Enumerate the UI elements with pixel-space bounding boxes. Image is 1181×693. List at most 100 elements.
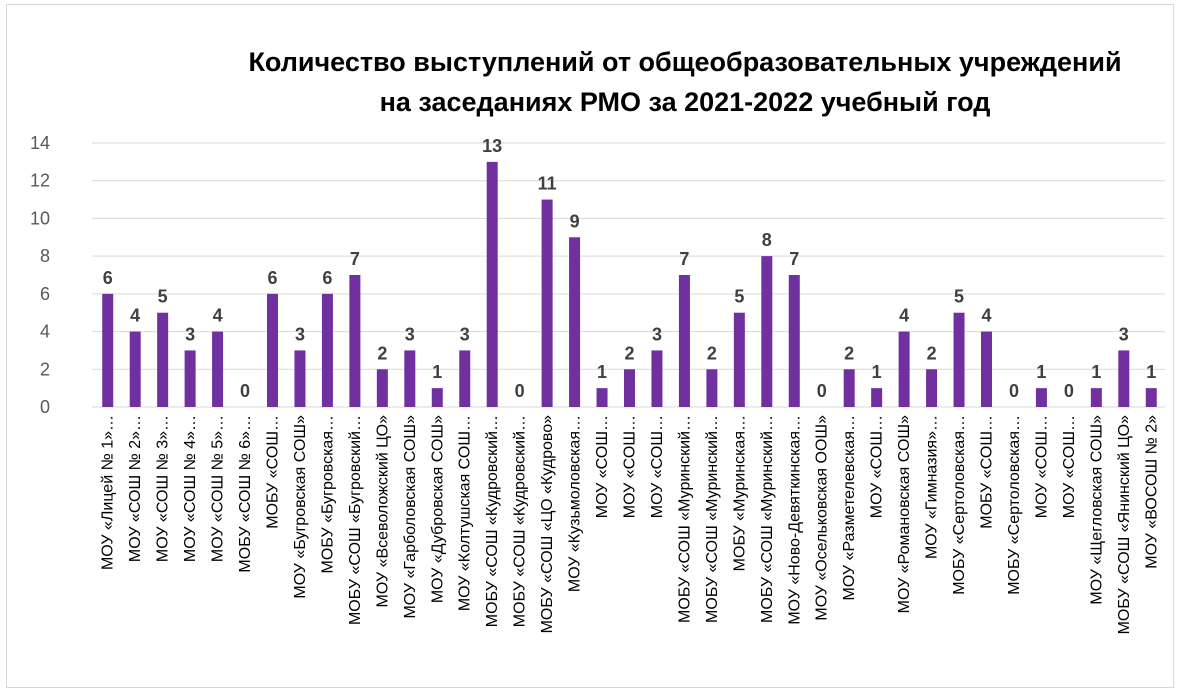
y-axis: 0 2 4 6 8 10 12 14 — [30, 133, 50, 417]
bar — [404, 350, 416, 407]
y-tick-label: 14 — [30, 133, 50, 153]
data-label: 1 — [1146, 362, 1156, 382]
data-label: 2 — [927, 343, 937, 363]
bar — [184, 350, 196, 407]
bar — [102, 293, 114, 407]
bar — [1090, 388, 1102, 407]
data-label: 0 — [817, 381, 827, 401]
bar — [321, 293, 333, 407]
y-tick-label: 2 — [40, 359, 50, 379]
x-tick-label: МОБУ «СОШ… — [265, 415, 282, 529]
bar — [569, 237, 581, 407]
data-label: 0 — [515, 381, 525, 401]
data-label: 1 — [432, 362, 442, 382]
x-tick-label: МОУ «ВОСОШ № 2» — [1143, 415, 1160, 569]
bar — [706, 369, 718, 407]
bars — [102, 161, 1157, 407]
data-label: 7 — [789, 249, 799, 269]
y-tick-label: 6 — [40, 284, 50, 304]
x-tick-label: МОУ «СОШ… — [869, 415, 886, 518]
data-label: 13 — [482, 136, 502, 156]
x-tick-label: МОБУ «СОШ «Муринский… — [704, 415, 721, 623]
data-label: 6 — [267, 268, 277, 288]
data-label: 1 — [1036, 362, 1046, 382]
data-label: 5 — [954, 287, 964, 307]
x-tick-label: МОУ «СОШ… — [1033, 415, 1050, 518]
x-tick-label: МОУ «СОШ… — [649, 415, 666, 518]
bar — [431, 388, 443, 407]
bar — [1118, 350, 1130, 407]
x-tick-label: МОУ «СОШ № 3»… — [155, 415, 172, 562]
bar — [376, 369, 388, 407]
x-tick-label: МОБУ «СОШ «Янинский ЦО» — [1116, 415, 1133, 634]
x-tick-label: МОБУ «СОШ «ЦО «Кудрово» — [539, 415, 556, 633]
data-label: 6 — [322, 268, 332, 288]
x-tick-label: МОУ «СОШ № 2»… — [127, 415, 144, 562]
data-label: 1 — [597, 362, 607, 382]
x-tick-label: МОУ «Бугровская СОШ» — [292, 415, 309, 599]
data-label: 2 — [377, 343, 387, 363]
bar — [953, 312, 965, 407]
data-label: 2 — [624, 343, 634, 363]
data-labels: 6453406367231313011912372587021425401013… — [103, 136, 1157, 401]
bar — [926, 369, 938, 407]
x-tick-label: МОУ «Ново-Девяткинская… — [786, 415, 803, 625]
data-label: 2 — [707, 343, 717, 363]
data-label: 5 — [158, 287, 168, 307]
data-label: 4 — [130, 306, 140, 326]
data-label: 0 — [1009, 381, 1019, 401]
bar — [843, 369, 855, 407]
data-label: 2 — [844, 343, 854, 363]
chart-title-line-1: Количество выступлений от общеобразовате… — [248, 47, 1122, 77]
x-tick-label: МОУ «Романовская СОШ» — [896, 415, 913, 613]
x-tick-label: МОУ «СОШ… — [1061, 415, 1078, 518]
data-label: 4 — [981, 306, 991, 326]
bar — [294, 350, 306, 407]
data-label: 4 — [213, 306, 223, 326]
bar — [1035, 388, 1047, 407]
bar — [541, 199, 553, 407]
x-tick-label: МОБУ «СОШ «Кудровский… — [512, 415, 529, 627]
x-tick-label: МОУ «Колтушская СОШ… — [457, 415, 474, 611]
bar — [898, 331, 910, 407]
x-tick-label: МОУ «СОШ… — [622, 415, 639, 518]
x-tick-label: МОБУ «Сертоловская… — [1006, 415, 1023, 595]
bar — [761, 256, 773, 407]
x-tick-label: МОБУ «СОШ «Муринский… — [759, 415, 776, 623]
gridlines — [92, 142, 1165, 408]
bar — [596, 388, 608, 407]
data-label: 3 — [185, 324, 195, 344]
x-tick-label: МОБУ «Бугровская… — [319, 415, 336, 573]
bar — [129, 331, 141, 407]
x-tick-label: МОБУ «СОШ «Бугровский… — [347, 415, 364, 625]
x-tick-label: МОБУ «Муринская… — [731, 415, 748, 571]
x-tick-label: МОБУ «СОШ № 6»… — [237, 415, 254, 573]
bar — [624, 369, 635, 407]
x-tick-label: МОУ «Всеволожский ЦО» — [374, 415, 391, 608]
x-tick-label: МОБУ «СОШ «Кудровский… — [484, 415, 501, 627]
x-tick-label: МОУ «Гарболовская СОШ» — [402, 415, 419, 619]
x-tick-label: МОУ «Лицей № 1»… — [100, 415, 117, 570]
bar — [678, 275, 690, 407]
bar — [1145, 388, 1157, 407]
x-tick-label: МОУ «СОШ № 5»… — [210, 415, 227, 562]
data-label: 7 — [679, 249, 689, 269]
y-tick-label: 8 — [40, 246, 50, 266]
x-tick-label: МОБУ «Сертоловская… — [951, 415, 968, 595]
x-tick-label: МОУ «Дубровская СОШ» — [429, 415, 446, 603]
bar — [871, 388, 883, 407]
x-tick-label: МОУ «Кузьмоловская… — [567, 415, 584, 592]
bar — [157, 312, 169, 407]
data-label: 0 — [1064, 381, 1074, 401]
x-tick-label: МОУ «Разметелевская… — [841, 415, 858, 600]
y-tick-label: 10 — [30, 208, 50, 228]
bar — [459, 350, 471, 407]
x-tick-label: МОБУ «СОШ «Муринский… — [676, 415, 693, 623]
x-axis: МОУ «Лицей № 1»… МОУ «СОШ № 2»… МОУ «СОШ №… — [100, 415, 1161, 634]
chart-frame — [6, 4, 1174, 688]
y-tick-label: 4 — [40, 322, 50, 342]
chart-title-line-2: на заседаниях РМО за 2021-2022 учебный г… — [379, 87, 991, 117]
x-tick-label: МОУ «Осельковская ООШ» — [814, 415, 831, 621]
data-label: 11 — [538, 174, 557, 194]
